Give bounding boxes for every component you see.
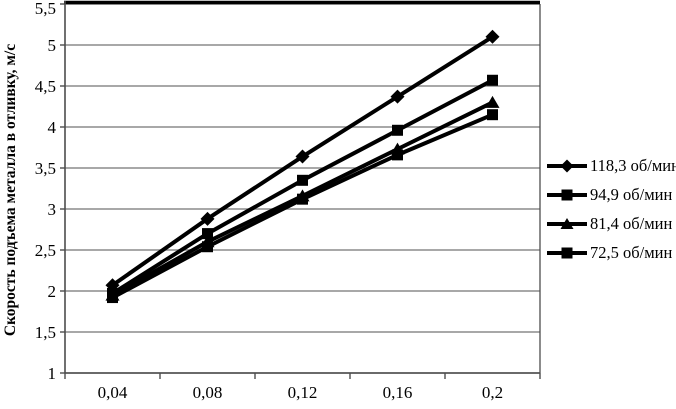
diamond-marker xyxy=(560,159,574,172)
y-tick-label: 2 xyxy=(48,282,57,301)
square-marker xyxy=(392,149,403,161)
legend-label: 72,5 об/мин xyxy=(590,242,673,262)
legend-item: 72,5 об/мин xyxy=(547,238,676,267)
square-marker xyxy=(561,247,573,258)
legend-item: 94,9 об/мин xyxy=(547,180,676,209)
x-tick-label: 0,08 xyxy=(193,383,223,402)
y-tick-label: 4,5 xyxy=(35,77,56,96)
y-tick-label: 2,5 xyxy=(35,241,56,260)
square-marker xyxy=(202,228,213,240)
series-118,3 xyxy=(105,29,500,293)
legend-key-icon xyxy=(547,247,587,258)
legend-label: 81,4 об/мин xyxy=(590,213,673,233)
square-marker xyxy=(297,174,308,186)
diamond-marker xyxy=(485,29,500,44)
y-tick-label: 1,5 xyxy=(35,323,56,342)
y-tick-label: 3,5 xyxy=(35,159,56,178)
y-tick-label: 5,5 xyxy=(35,0,56,18)
y-tick-label: 1 xyxy=(48,364,57,383)
x-tick-label: 0,12 xyxy=(288,383,318,402)
legend-key-icon xyxy=(547,217,587,229)
triangle-marker xyxy=(560,217,574,229)
x-tick-label: 0,04 xyxy=(98,383,128,402)
series-72,5 xyxy=(107,109,498,304)
triangle-marker xyxy=(485,95,500,108)
legend-item: 81,4 об/мин xyxy=(547,209,676,238)
legend-label: 118,3 об/мин xyxy=(590,155,676,175)
y-tick-label: 5 xyxy=(48,36,57,55)
diamond-marker xyxy=(200,211,215,226)
square-marker xyxy=(487,74,498,86)
legend-key-icon xyxy=(547,189,587,200)
x-tick-label: 0,16 xyxy=(383,383,413,402)
legend: 118,3 об/мин 94,9 об/мин 81,4 об/мин 72,5 о… xyxy=(547,151,676,267)
square-marker xyxy=(487,109,498,121)
square-marker xyxy=(297,193,308,205)
diamond-marker xyxy=(390,89,405,104)
square-marker xyxy=(202,241,213,253)
square-marker xyxy=(107,292,118,304)
legend-label: 94,9 об/мин xyxy=(590,184,673,204)
diamond-marker xyxy=(295,149,310,164)
legend-key-icon xyxy=(547,159,587,172)
y-tick-label: 4 xyxy=(48,118,57,137)
y-tick-label: 3 xyxy=(48,200,57,219)
series-line xyxy=(111,112,494,300)
square-marker xyxy=(392,124,403,136)
legend-item: 118,3 об/мин xyxy=(547,151,676,180)
square-marker xyxy=(561,189,573,200)
x-tick-label: 0,2 xyxy=(482,383,503,402)
